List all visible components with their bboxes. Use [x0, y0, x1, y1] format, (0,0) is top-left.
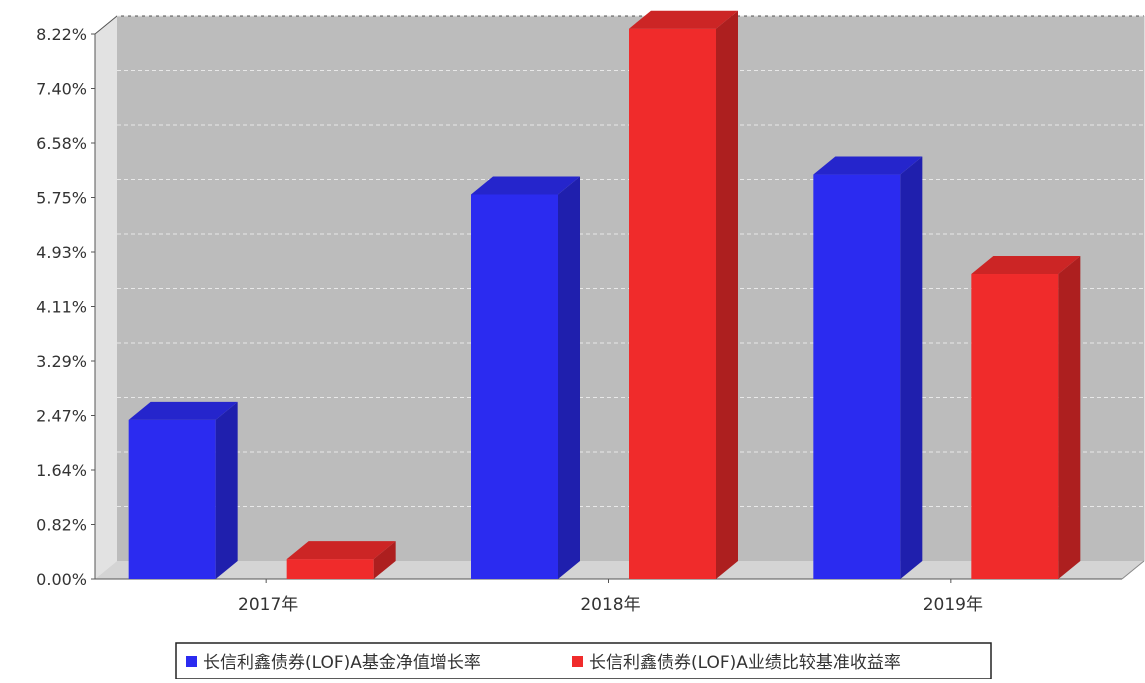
bar-benchmark-2 — [971, 256, 1081, 579]
y-tick-label: 7.40% — [36, 80, 87, 99]
bar-side — [215, 401, 238, 579]
x-tick-label: 2017年 — [238, 595, 298, 615]
bar-nav-growth-0 — [128, 401, 238, 579]
bar-benchmark-1 — [629, 10, 738, 580]
bar-top — [971, 256, 1081, 275]
bar-side — [716, 10, 738, 580]
bar-side — [373, 541, 396, 579]
bar-side — [1058, 256, 1081, 579]
y-tick-label: 4.93% — [36, 243, 87, 262]
y-tick-label: 0.82% — [36, 516, 87, 535]
legend-swatch — [572, 656, 583, 667]
left-wall — [95, 16, 117, 579]
bar-benchmark-0 — [286, 541, 396, 579]
floor-right-edge — [1121, 560, 1145, 580]
bars — [128, 10, 1081, 580]
bar-front — [813, 174, 901, 579]
legend-swatch — [186, 656, 197, 667]
y-tick-label: 6.58% — [36, 134, 87, 153]
bar-side — [900, 156, 923, 579]
y-tick-label: 0.00% — [36, 570, 87, 589]
legend-box — [175, 642, 992, 680]
y-tick-label: 5.75% — [36, 189, 87, 208]
bar-front — [629, 28, 716, 580]
bar-nav-growth-2 — [813, 156, 923, 579]
bar-front — [971, 274, 1059, 579]
bar-front — [286, 559, 374, 579]
bar-top — [629, 10, 738, 29]
legend: 长信利鑫债券(LOF)A基金净值增长率 长信利鑫债券(LOF)A业绩比较基准收益率 — [175, 642, 992, 680]
y-tick-label: 4.11% — [36, 298, 87, 317]
y-axis-ticks: 0.00% 0.82% 1.64% 2.47% 3.29% 4.11% 4.93% 5.75%… — [36, 25, 95, 589]
bar-side — [558, 176, 580, 579]
x-tick-label: 2019年 — [923, 595, 983, 615]
bar-top — [813, 156, 923, 175]
y-tick-label: 2.47% — [36, 407, 87, 426]
legend-label: 长信利鑫债券(LOF)A业绩比较基准收益率 — [589, 653, 901, 673]
x-axis-ticks: 2017年 2018年 2019年 — [238, 579, 983, 615]
bar-front — [128, 419, 216, 579]
bar-front — [471, 194, 558, 579]
bar-top — [471, 176, 580, 195]
bar-nav-growth-1 — [471, 176, 580, 579]
legend-label: 长信利鑫债券(LOF)A基金净值增长率 — [203, 653, 481, 673]
y-tick-label: 1.64% — [36, 461, 87, 480]
bar-top — [128, 401, 238, 420]
x-tick-label: 2018年 — [580, 595, 640, 615]
bar-top — [286, 541, 396, 560]
y-tick-label: 8.22% — [36, 25, 87, 44]
y-tick-label: 3.29% — [36, 352, 87, 371]
